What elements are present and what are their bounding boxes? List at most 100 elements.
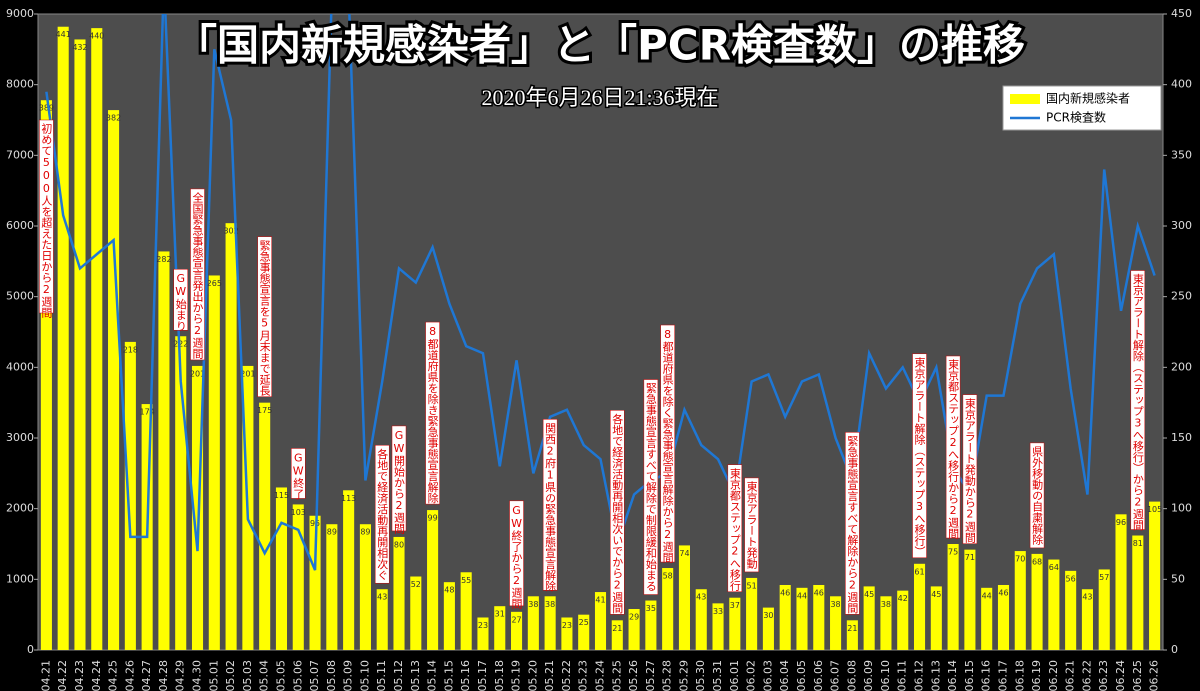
bar xyxy=(947,544,959,650)
x-tick-label: 05.26 xyxy=(627,660,640,691)
annotation: 緊急事態宣言すべて解除から2週間 xyxy=(846,435,859,614)
bar-value-label: 55 xyxy=(461,576,471,585)
bar xyxy=(1065,570,1077,650)
bar xyxy=(678,545,690,650)
bar-value-label: 42 xyxy=(898,594,908,603)
annotation: 関西2府1県の緊急事態宣言解除 xyxy=(544,422,557,591)
x-tick-label: 04.25 xyxy=(107,660,120,691)
x-tick-label: 04.22 xyxy=(56,660,69,691)
bar xyxy=(1132,535,1144,650)
x-tick-label: 05.12 xyxy=(392,660,405,691)
bar xyxy=(343,490,355,650)
bar-value-label: 37 xyxy=(730,601,740,610)
x-tick-label: 06.12 xyxy=(913,660,926,691)
bar-value-label: 25 xyxy=(579,618,589,627)
bar xyxy=(91,28,103,650)
x-tick-label: 05.23 xyxy=(577,660,590,691)
bar xyxy=(460,572,472,650)
x-tick-label: 05.01 xyxy=(207,660,220,691)
bar-value-label: 74 xyxy=(679,549,689,558)
annotation-box xyxy=(962,394,978,544)
bar xyxy=(511,611,523,650)
bar xyxy=(813,584,825,650)
bar xyxy=(779,584,791,650)
x-tick-label: 06.22 xyxy=(1080,660,1093,691)
annotation-box xyxy=(845,432,860,615)
annotation: 緊急事態宣言すべて解除で制限緩和始まる xyxy=(644,382,657,591)
bar-value-label: 89 xyxy=(360,528,370,537)
bar-value-label: 21 xyxy=(847,624,857,633)
bar-value-label: 282 xyxy=(156,255,171,264)
bar xyxy=(57,26,69,651)
annotation-box xyxy=(727,464,743,592)
legend-label: PCR検査数 xyxy=(1046,110,1106,125)
x-tick-label: 05.16 xyxy=(459,660,472,691)
bar xyxy=(796,587,808,650)
x-tick-label: 05.09 xyxy=(342,660,355,691)
bar-value-label: 27 xyxy=(511,615,521,624)
y2-tick-label: 400 xyxy=(1171,78,1192,91)
bar xyxy=(981,587,993,650)
bar xyxy=(1098,569,1110,650)
bar-value-label: 441 xyxy=(56,30,71,39)
x-tick-label: 04.30 xyxy=(191,660,204,691)
bar-value-label: 218 xyxy=(123,345,138,354)
annotation: GW終了 xyxy=(292,451,305,499)
bar-value-label: 38 xyxy=(545,600,555,609)
bar-value-label: 56 xyxy=(1066,574,1076,583)
bar xyxy=(326,524,338,650)
annotation: 初めて500人を超えた日から2週間 xyxy=(40,122,53,319)
bar-value-label: 23 xyxy=(562,621,572,630)
bar-value-label: 89 xyxy=(327,528,337,537)
x-tick-label: 05.02 xyxy=(224,660,237,691)
y-tick-label: 2000 xyxy=(6,502,34,515)
y2-tick-label: 100 xyxy=(1171,502,1192,515)
x-tick-label: 06.23 xyxy=(1097,660,1110,691)
bar-value-label: 201 xyxy=(240,369,255,378)
bar-value-label: 80 xyxy=(394,540,404,549)
x-tick-label: 06.19 xyxy=(1030,660,1043,691)
y-tick-label: 7000 xyxy=(6,148,34,161)
x-tick-label: 06.01 xyxy=(728,660,741,691)
plot-layer: 3894414324403822181742822222012653022011… xyxy=(39,14,1162,651)
annotation-box xyxy=(190,188,205,361)
annotation: 各地で経済活動再開相次いでから2週間 xyxy=(611,412,624,614)
plot-area xyxy=(37,13,1164,651)
bar-value-label: 58 xyxy=(663,572,673,581)
bar-value-label: 64 xyxy=(1049,563,1059,572)
annotation: 各地で経済活動再開相次ぐ xyxy=(376,447,389,580)
y2-tick-label: 150 xyxy=(1171,431,1192,444)
x-tick-label: 05.21 xyxy=(543,660,556,691)
x-tick-label: 04.26 xyxy=(123,660,136,691)
x-tick-label: 05.10 xyxy=(358,660,371,691)
bar-value-label: 99 xyxy=(427,514,437,523)
x-tick-label: 06.26 xyxy=(1148,660,1161,691)
chart-subtitle: 2020年6月26日21:36現在 xyxy=(481,85,718,110)
bar xyxy=(746,577,758,650)
bar xyxy=(729,597,741,650)
bar xyxy=(561,617,573,650)
bar xyxy=(830,596,842,650)
y2-tick-label: 50 xyxy=(1171,572,1185,585)
annotation-box xyxy=(912,353,927,559)
bar xyxy=(1014,551,1026,650)
x-tick-label: 06.14 xyxy=(946,660,959,691)
bar-value-label: 21 xyxy=(612,624,622,633)
x-tick-label: 05.04 xyxy=(258,660,271,691)
bar xyxy=(712,603,724,650)
bar xyxy=(40,100,52,651)
bar xyxy=(997,584,1010,650)
x-tick-label: 06.18 xyxy=(1013,660,1026,691)
bar-value-label: 382 xyxy=(106,114,121,123)
bar xyxy=(208,275,220,650)
bar-value-label: 96 xyxy=(1116,518,1126,527)
bar-value-label: 51 xyxy=(747,581,757,590)
x-tick-label: 05.27 xyxy=(644,660,657,691)
x-tick-label: 06.09 xyxy=(862,660,875,691)
bar-value-label: 265 xyxy=(207,279,222,288)
bar-value-label: 70 xyxy=(1015,555,1025,564)
bar-value-label: 46 xyxy=(814,588,824,597)
bar-value-label: 174 xyxy=(140,408,155,417)
bar xyxy=(594,592,607,650)
